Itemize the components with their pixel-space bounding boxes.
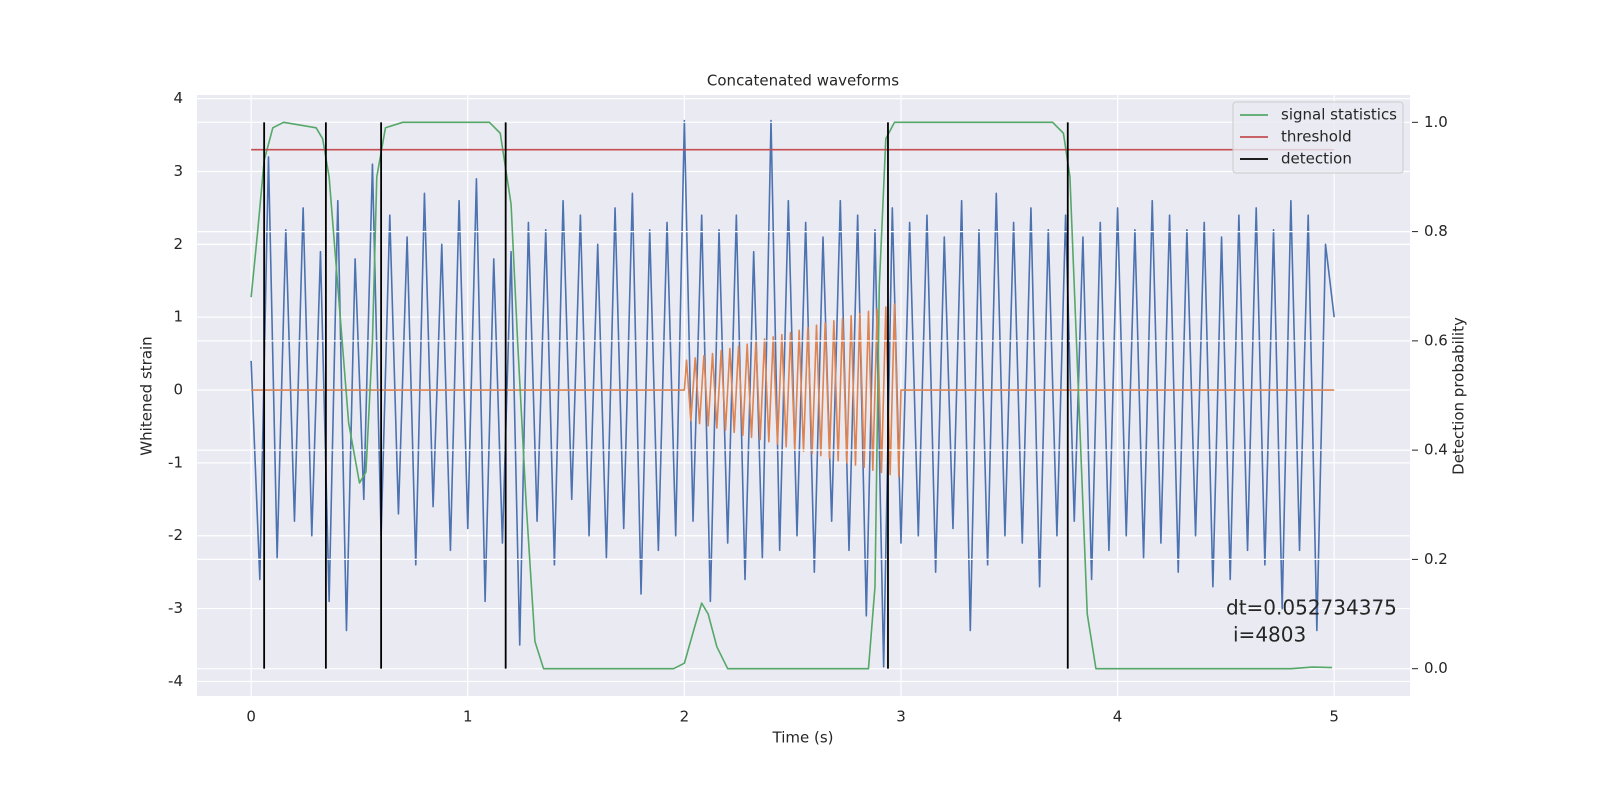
y-tick-label: 0	[173, 381, 183, 399]
legend-label: signal statistics	[1281, 106, 1397, 124]
y-tick-label: -2	[168, 526, 183, 544]
series-line	[250, 119, 1335, 668]
y-tick-label: -1	[168, 453, 183, 471]
legend-label: threshold	[1281, 128, 1352, 146]
x-tick-label: 4	[1113, 708, 1123, 726]
x-tick-label: 2	[680, 708, 690, 726]
legend-label: detection	[1281, 150, 1352, 168]
y-axis-label: Whitened strain	[138, 336, 156, 455]
plot-area-y2	[250, 121, 1335, 670]
annotation: i=4803	[1233, 623, 1306, 647]
y2-tick-label: 0.4	[1424, 441, 1448, 459]
x-tick-label: 1	[463, 708, 473, 726]
y2-tick-label: 0.6	[1424, 331, 1448, 349]
y-tick-label: 1	[173, 308, 183, 326]
series-line	[251, 303, 1335, 478]
x-tick-label: 5	[1329, 708, 1339, 726]
y2-tick-label: 1.0	[1424, 113, 1448, 131]
y-tick-label: -3	[168, 599, 183, 617]
y-tick-label: 4	[173, 89, 183, 107]
plot-area	[250, 119, 1335, 668]
x-axis-label: Time (s)	[772, 729, 834, 747]
series-line	[250, 121, 1333, 670]
y-tick-label: 3	[173, 162, 183, 180]
legend	[1232, 101, 1404, 174]
y2-axis-label: Detection probability	[1450, 317, 1468, 475]
y-tick-label: 2	[173, 235, 183, 253]
y2-tick-label: 0.0	[1424, 659, 1448, 677]
annotation: dt=0.052734375	[1226, 596, 1397, 620]
x-tick-label: 0	[246, 708, 256, 726]
y2-tick-label: 0.8	[1424, 222, 1448, 240]
x-tick-label: 3	[896, 708, 906, 726]
y-tick-label: -4	[168, 672, 183, 690]
chart-title: Concatenated waveforms	[707, 72, 899, 90]
y2-tick-label: 0.2	[1424, 550, 1448, 568]
